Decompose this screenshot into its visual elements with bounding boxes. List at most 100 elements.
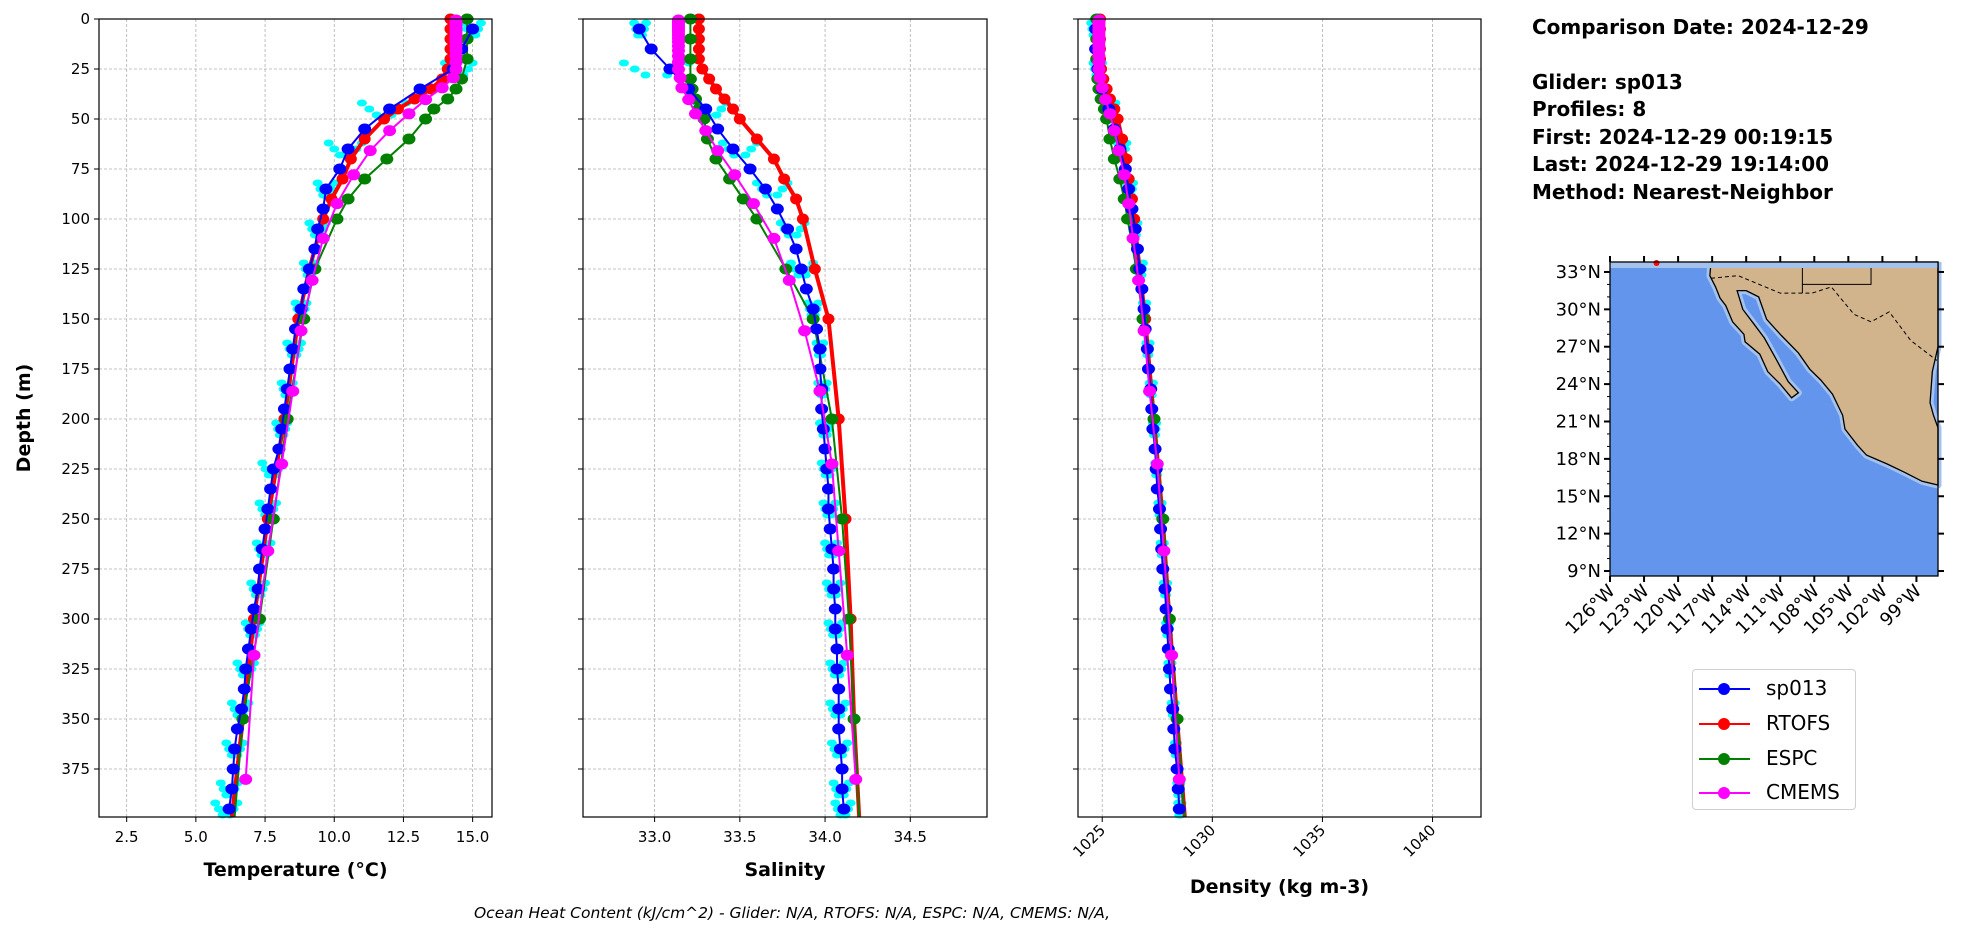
- profile-point: [254, 499, 265, 507]
- lat-tick-label: 9°N: [1567, 561, 1601, 582]
- data-point: [1095, 82, 1109, 94]
- data-point: [358, 173, 372, 185]
- data-point: [835, 763, 849, 775]
- data-point: [1147, 413, 1161, 425]
- data-point: [436, 73, 449, 85]
- data-point: [827, 583, 841, 595]
- data-point: [830, 643, 844, 655]
- first-time: First: 2024-12-29 00:19:15: [1532, 124, 1834, 149]
- profile-point: [791, 231, 802, 239]
- y-tick-label: 75: [71, 160, 90, 178]
- data-point: [225, 783, 239, 795]
- legend-marker: [1718, 683, 1730, 695]
- profile-point: [329, 145, 340, 153]
- data-point: [283, 363, 297, 375]
- data-point: [316, 203, 330, 215]
- state-border: [1802, 262, 1872, 285]
- profile-point: [842, 739, 853, 747]
- profile-point: [746, 145, 757, 153]
- data-point: [699, 125, 713, 137]
- data-point: [835, 783, 849, 795]
- x-tick-label: 33.5: [723, 828, 756, 846]
- data-point: [226, 763, 240, 775]
- profile-point: [210, 799, 221, 807]
- data-point: [816, 423, 830, 435]
- data-point: [794, 263, 808, 275]
- legend-label: CMEMS: [1766, 780, 1840, 804]
- data-point: [1103, 133, 1117, 145]
- data-point: [683, 73, 697, 85]
- x-tick-label: 34.5: [894, 828, 927, 846]
- axes-frame: [98, 18, 493, 818]
- data-point: [311, 223, 325, 235]
- y-tick-label: 150: [61, 310, 90, 328]
- data-point: [1150, 458, 1164, 470]
- profile-point: [257, 459, 268, 467]
- data-point: [825, 458, 839, 470]
- y-tick-label: 125: [61, 260, 90, 278]
- profile-point: [845, 799, 856, 807]
- data-point: [806, 313, 820, 325]
- lat-tick-label: 27°N: [1556, 337, 1601, 358]
- profile-point: [821, 579, 832, 587]
- axes-frame: [1077, 18, 1482, 818]
- data-point: [1156, 563, 1170, 575]
- data-point: [1172, 773, 1186, 785]
- profile-point: [830, 799, 841, 807]
- series-rtofs: [229, 13, 457, 818]
- data-point: [1093, 72, 1107, 84]
- data-point: [261, 545, 275, 557]
- data-point: [726, 143, 740, 155]
- data-point: [1172, 803, 1186, 815]
- profile-point: [823, 619, 834, 627]
- profile-point: [828, 779, 839, 787]
- data-point: [336, 173, 349, 185]
- data-point: [1116, 133, 1129, 145]
- y-tick-label: 275: [61, 560, 90, 578]
- data-point: [239, 663, 253, 675]
- data-point: [1160, 623, 1174, 635]
- data-point: [767, 153, 780, 165]
- profile-point: [304, 219, 315, 227]
- legend-item-cmems: CMEMS: [1699, 778, 1849, 808]
- data-point: [363, 145, 377, 157]
- lat-tick-label: 21°N: [1556, 411, 1601, 432]
- data-point: [1162, 663, 1176, 675]
- data-point: [728, 169, 742, 181]
- data-point: [264, 483, 278, 495]
- x-tick-label: 5.0: [184, 828, 208, 846]
- data-point: [832, 683, 846, 695]
- data-point: [1122, 183, 1136, 195]
- data-point: [449, 63, 463, 75]
- profile-point: [717, 139, 728, 147]
- y-tick-label: 175: [61, 360, 90, 378]
- data-point: [736, 193, 750, 205]
- data-point: [286, 385, 300, 397]
- profile-point: [838, 659, 849, 667]
- data-point: [1166, 703, 1180, 715]
- data-point: [319, 183, 333, 195]
- data-point: [446, 72, 460, 84]
- y-tick-label: 225: [61, 460, 90, 478]
- legend-label: sp013: [1766, 676, 1828, 700]
- data-point: [247, 649, 261, 661]
- data-point: [709, 153, 723, 165]
- data-point: [808, 263, 821, 275]
- data-point: [806, 303, 820, 315]
- data-point: [727, 103, 740, 115]
- data-point: [1158, 583, 1172, 595]
- data-point: [308, 243, 322, 255]
- data-point: [1163, 683, 1177, 695]
- data-point: [1137, 325, 1151, 337]
- data-point: [696, 63, 709, 75]
- data-point: [750, 133, 763, 145]
- data-point: [1107, 125, 1121, 137]
- data-point: [828, 623, 842, 635]
- data-point: [1137, 303, 1151, 315]
- data-point: [1150, 483, 1164, 495]
- lat-tick-label: 33°N: [1556, 262, 1601, 283]
- x-tick-label: 34.0: [808, 828, 841, 846]
- y-tick-label: 250: [61, 510, 90, 528]
- profile-point: [772, 191, 783, 199]
- profile-count: Profiles: 8: [1532, 97, 1647, 121]
